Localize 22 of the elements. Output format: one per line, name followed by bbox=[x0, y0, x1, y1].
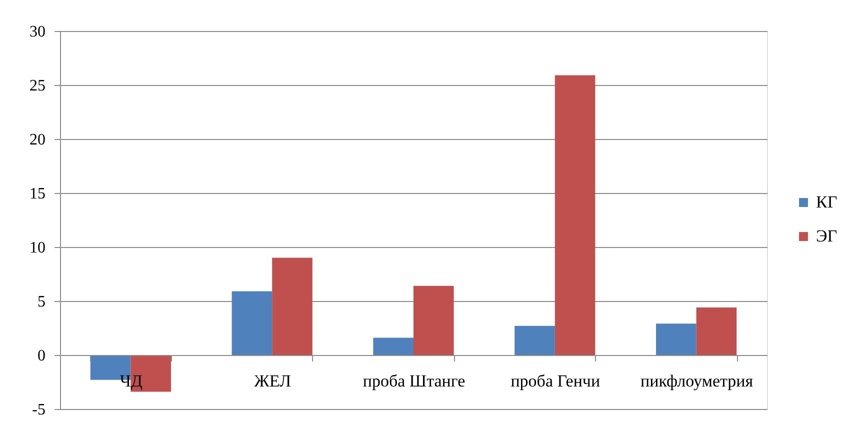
y-tick-label: 25 bbox=[30, 78, 46, 94]
x-tick-label: пикфлоуметрия bbox=[640, 372, 754, 390]
x-tick-label: ЖЕЛ bbox=[254, 372, 292, 390]
bar bbox=[554, 75, 596, 355]
x-tick-label: проба Генчи bbox=[510, 372, 600, 390]
bar bbox=[656, 324, 696, 355]
y-tick-label: 20 bbox=[30, 132, 46, 148]
x-tick-label: проба Штанге bbox=[362, 372, 466, 390]
bar bbox=[696, 307, 737, 355]
y-tick-label: 0 bbox=[38, 348, 46, 364]
bar bbox=[414, 286, 454, 355]
y-tick-label: -5 bbox=[32, 402, 46, 418]
bar bbox=[514, 326, 555, 355]
y-tick-label: 30 bbox=[30, 24, 46, 40]
legend-label: КГ bbox=[816, 192, 838, 212]
bar bbox=[232, 291, 272, 355]
y-tick-label: 15 bbox=[30, 186, 46, 202]
bar bbox=[272, 258, 312, 355]
y-tick-label: 5 bbox=[38, 294, 46, 310]
y-tick-label: 10 bbox=[30, 240, 46, 256]
bar bbox=[373, 338, 414, 355]
legend-label: ЭГ bbox=[816, 226, 838, 246]
